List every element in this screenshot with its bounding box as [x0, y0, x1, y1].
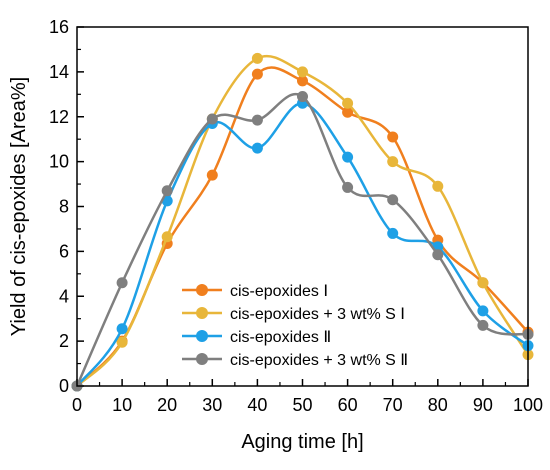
x-tick-label: 50	[292, 395, 312, 415]
x-tick-label: 40	[247, 395, 267, 415]
data-point	[297, 91, 308, 103]
legend-label: cis-epoxides + 3 wt% S Ⅰ	[230, 306, 405, 323]
data-point	[342, 151, 354, 163]
data-point	[251, 114, 263, 126]
data-point	[251, 52, 263, 64]
legend-entry: cis-epoxides + 3 wt% S Ⅰ	[182, 306, 405, 323]
axis-ticks: 0 10 20 30 40 50 60 70 80 90 100 0 2 4 6 8 10 12 14 16	[49, 17, 543, 415]
x-tick-label: 60	[338, 395, 358, 415]
legend-entry: cis-epoxides Ⅰ	[182, 283, 328, 300]
x-tick-label: 90	[473, 395, 493, 415]
y-tick-label: 10	[49, 152, 69, 172]
series-layer	[71, 52, 534, 392]
data-point	[251, 68, 263, 80]
data-point	[387, 227, 399, 239]
data-point	[206, 113, 218, 125]
data-point	[342, 106, 354, 118]
legend-entry: cis-epoxides + 3 wt% S Ⅱ	[182, 352, 408, 369]
legend-marker	[196, 353, 208, 365]
y-tick-label: 14	[49, 62, 69, 82]
series-4	[71, 91, 534, 392]
x-tick-label: 20	[157, 395, 177, 415]
y-tick-label: 4	[59, 286, 69, 306]
legend-marker	[196, 284, 208, 296]
data-point	[387, 156, 399, 168]
data-point	[161, 185, 173, 197]
x-tick-label: 70	[383, 395, 403, 415]
series-line	[76, 102, 529, 387]
data-point	[432, 180, 444, 192]
data-point	[387, 131, 399, 143]
data-point	[297, 66, 308, 78]
legend-marker	[196, 330, 208, 342]
data-point	[206, 169, 218, 181]
legend-label: cis-epoxides + 3 wt% S Ⅱ	[230, 352, 408, 369]
legend-label: cis-epoxides Ⅰ	[230, 283, 328, 300]
data-point	[432, 249, 444, 261]
x-tick-label: 0	[72, 395, 82, 415]
x-tick-label: 80	[428, 395, 448, 415]
x-tick-label: 10	[112, 395, 132, 415]
y-tick-label: 16	[49, 17, 69, 37]
data-point	[387, 194, 399, 206]
legend-entry: cis-epoxides Ⅱ	[182, 329, 331, 346]
legend-label: cis-epoxides Ⅱ	[230, 329, 331, 346]
legend: cis-epoxides Ⅰ cis-epoxides + 3 wt% S Ⅰ ci…	[182, 283, 408, 369]
x-tick-label: 30	[202, 395, 222, 415]
y-tick-label: 12	[49, 107, 69, 127]
y-tick-label: 6	[59, 241, 69, 261]
data-point	[477, 277, 489, 289]
data-point	[297, 75, 308, 87]
y-tick-label: 2	[59, 331, 69, 351]
legend-marker	[196, 307, 208, 319]
y-tick-label: 8	[59, 197, 69, 217]
data-point	[251, 142, 263, 154]
plot-frame	[76, 26, 529, 387]
data-point	[342, 181, 354, 193]
data-point	[116, 277, 128, 289]
data-point	[342, 97, 354, 109]
x-tick-label: 100	[513, 395, 543, 415]
y-tick-label: 0	[59, 376, 69, 396]
data-point	[161, 231, 173, 243]
data-point	[116, 336, 128, 348]
x-axis-label: Aging time [h]	[241, 431, 363, 453]
y-axis-label: Yield of cis-epoxides [Area%]	[8, 77, 30, 336]
data-point	[477, 305, 489, 317]
data-point	[477, 319, 489, 331]
data-point	[116, 323, 128, 335]
